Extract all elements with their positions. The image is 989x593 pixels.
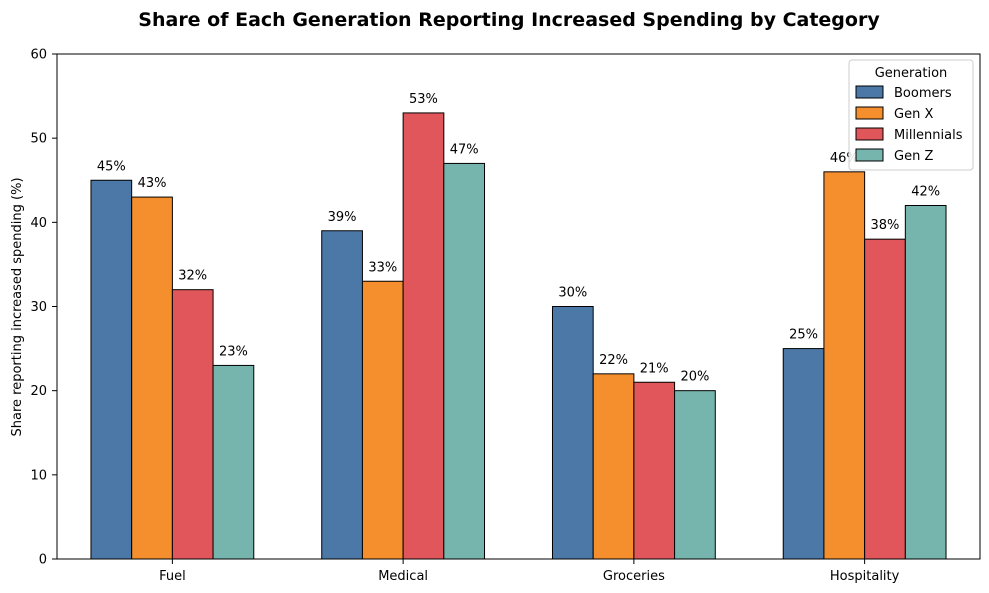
plot-area: 45% 43% 32% 23% Fuel 39% 33% 53% 47% Medical 30% 22… (30, 48, 981, 584)
y-axis-label: Share reporting increased spending (%) (10, 177, 25, 436)
y-tick-label: 10 (30, 468, 47, 483)
bar-gen-x-groceries (592, 373, 635, 560)
legend-entry: Gen X (894, 107, 933, 122)
legend-entry: Boomers (894, 86, 952, 101)
data-label: 47% (450, 142, 479, 157)
bar-millennials-groceries (633, 381, 676, 560)
bar-gen-x-medical (361, 280, 404, 560)
bar-gen-z-groceries (674, 390, 716, 560)
x-tick-label: Fuel (159, 569, 186, 584)
y-tick-label: 50 (30, 132, 47, 147)
data-label: 33% (368, 260, 397, 275)
data-label: 23% (219, 344, 248, 359)
data-label: 43% (138, 176, 167, 191)
legend-swatch-gen-x (855, 106, 884, 120)
plot-frame (56, 53, 981, 560)
data-label: 21% (640, 361, 669, 376)
y-tick-label: 60 (30, 48, 47, 63)
bar-gen-z-medical (443, 162, 486, 560)
bar-boomers-hospitality (782, 348, 825, 560)
bar-millennials-medical (402, 112, 445, 560)
bar-millennials-hospitality (864, 238, 906, 560)
y-tick-label: 30 (30, 300, 47, 315)
legend-entry: Gen Z (894, 149, 933, 164)
data-label: 22% (599, 353, 628, 368)
bar-millennials-fuel (171, 289, 214, 560)
y-tick-label: 20 (30, 384, 47, 399)
x-tick-label: Groceries (603, 569, 665, 584)
bar-gen-z-hospitality (904, 205, 947, 560)
chart-title: Share of Each Generation Reporting Incre… (138, 9, 880, 31)
legend: Generation Boomers Gen X Millennials Gen Z (848, 59, 974, 171)
data-label: 42% (911, 185, 940, 200)
legend-swatch-gen-z (855, 148, 884, 162)
data-label: 20% (680, 370, 709, 385)
data-label: 25% (789, 328, 818, 343)
legend-title: Generation (875, 66, 948, 81)
legend-entry: Millennials (894, 128, 963, 143)
data-label: 53% (409, 92, 438, 107)
legend-swatch-millennials (855, 127, 884, 141)
bar-boomers-medical (321, 230, 363, 560)
bar-gen-x-fuel (131, 196, 173, 560)
legend-swatch-boomers (855, 85, 884, 99)
data-label: 30% (558, 286, 587, 301)
x-tick-label: Medical (378, 569, 428, 584)
data-label: 39% (328, 210, 357, 225)
data-label: 32% (178, 269, 207, 284)
x-tick-label: Hospitality (830, 569, 900, 584)
y-tick-label: 40 (30, 216, 47, 231)
y-tick-label: 0 (39, 553, 47, 568)
bar-boomers-groceries (551, 306, 594, 560)
data-label: 45% (97, 159, 126, 174)
bar-boomers-fuel (90, 179, 133, 560)
data-label: 38% (871, 218, 900, 233)
bar-gen-x-hospitality (823, 171, 866, 560)
bar-gen-z-fuel (212, 364, 255, 560)
